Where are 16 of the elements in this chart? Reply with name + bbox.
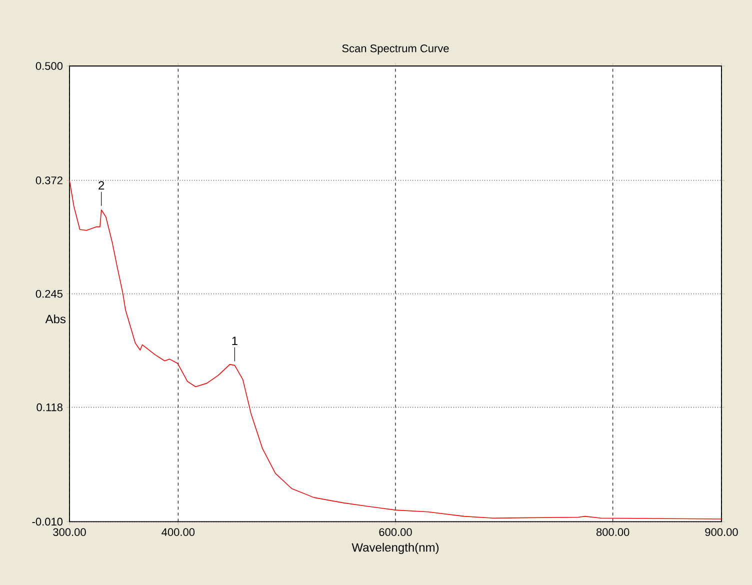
x-tick-label: 400.00 — [162, 528, 195, 536]
chart-title: Scan Spectrum Curve — [342, 44, 449, 54]
y-tick-label: -0.010 — [32, 518, 63, 526]
x-tick-label: 800.00 — [596, 528, 630, 536]
y-tick-label: 0.245 — [36, 290, 62, 298]
x-tick-label: 600.00 — [379, 528, 412, 536]
y-axis-title: Abs — [45, 314, 66, 324]
annotation: 2 — [98, 181, 104, 190]
x-axis-title: Wavelength(nm) — [352, 542, 439, 554]
x-tick-label: 900.00 — [705, 528, 738, 536]
y-tick-label: 0.500 — [36, 62, 63, 70]
x-tick-label: 300.00 — [53, 528, 86, 536]
annotation: 1 — [232, 336, 238, 346]
line-series — [69, 180, 722, 520]
y-tick-label: 0.118 — [36, 403, 62, 412]
y-tick-label: 0.372 — [36, 176, 62, 184]
